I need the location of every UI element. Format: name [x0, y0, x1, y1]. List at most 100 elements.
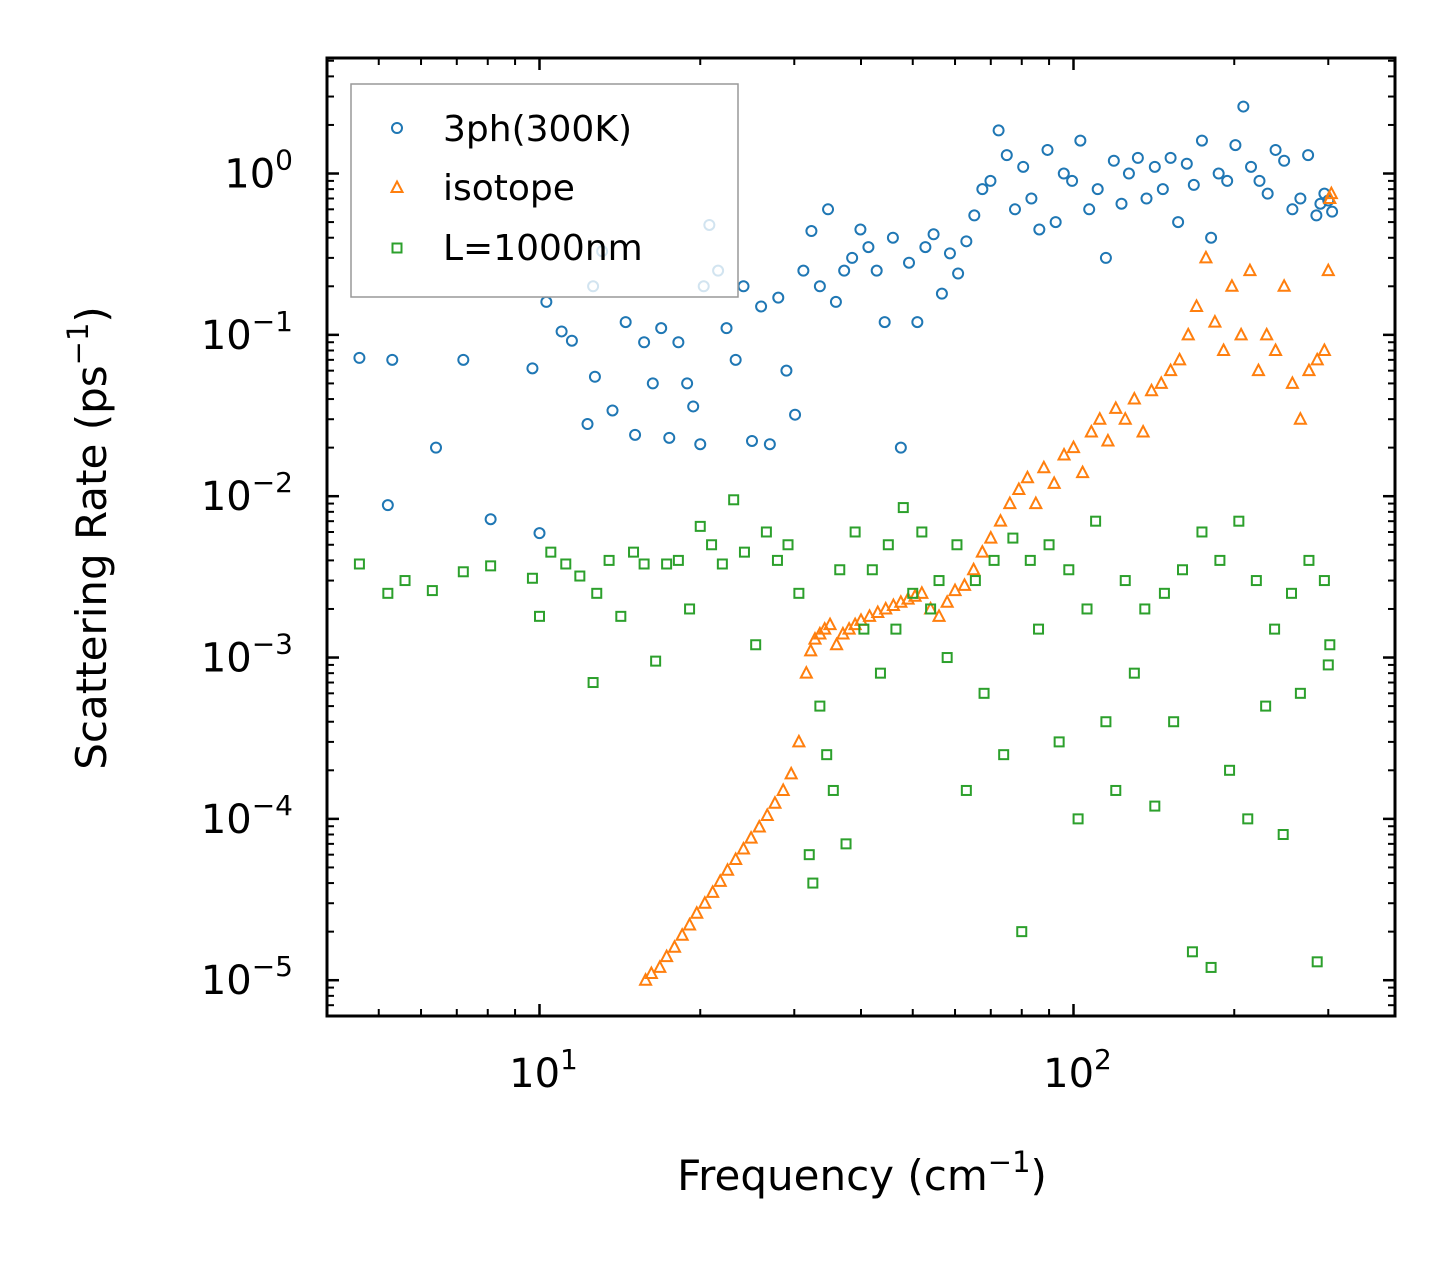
legend: 3ph(300K) isotope L=1000nm	[350, 83, 739, 298]
data-point	[1164, 151, 1177, 164]
data-point	[689, 905, 704, 919]
data-point	[1195, 134, 1208, 147]
data-point	[1158, 587, 1170, 599]
data-point	[1242, 813, 1254, 825]
data-point	[992, 124, 1005, 137]
data-point	[780, 364, 793, 377]
data-point	[1066, 439, 1081, 454]
data-point	[925, 603, 937, 615]
data-point	[983, 529, 998, 544]
data-point	[1115, 197, 1128, 210]
y-tick-label: 10−5	[201, 950, 293, 1004]
data-point	[1322, 659, 1334, 671]
data-point	[874, 667, 886, 679]
data-point	[540, 295, 553, 308]
data-point	[1056, 446, 1072, 461]
legend-box	[350, 83, 739, 298]
data-point	[1278, 154, 1291, 167]
data-point	[1216, 342, 1231, 356]
data-point	[760, 807, 775, 821]
series-1	[638, 185, 1339, 986]
data-point	[793, 587, 805, 599]
data-point	[976, 183, 989, 196]
data-point	[1172, 351, 1187, 366]
data-point	[1083, 203, 1096, 216]
data-point	[591, 587, 603, 599]
data-point	[1276, 278, 1292, 292]
data-point	[1122, 167, 1135, 180]
data-point	[907, 587, 919, 599]
data-point	[646, 377, 659, 390]
data-point	[1214, 554, 1226, 566]
data-point	[628, 546, 640, 558]
data-point	[1110, 784, 1122, 796]
data-point	[1149, 800, 1161, 812]
data-point	[847, 616, 863, 631]
data-point	[838, 264, 851, 277]
data-point	[998, 749, 1010, 761]
data-point	[772, 291, 785, 304]
data-point	[720, 322, 733, 335]
data-point	[1224, 278, 1240, 292]
data-point	[799, 665, 814, 679]
data-point	[1233, 326, 1249, 341]
data-point	[1242, 262, 1258, 277]
data-point	[1090, 515, 1102, 527]
data-point	[988, 554, 1000, 566]
data-point	[862, 241, 875, 254]
data-point	[993, 513, 1008, 527]
data-point	[399, 575, 411, 587]
data-point	[931, 608, 947, 622]
data-point	[713, 873, 728, 887]
data-point	[526, 572, 538, 584]
data-point	[805, 225, 818, 238]
data-point	[813, 280, 826, 293]
data-point	[426, 585, 438, 597]
data-point	[1317, 342, 1332, 356]
data-point	[638, 336, 651, 349]
data-point	[661, 558, 673, 570]
data-point	[1198, 249, 1214, 264]
data-point	[1163, 362, 1178, 377]
data-point	[565, 334, 578, 347]
data-point	[866, 564, 878, 576]
data-point	[650, 655, 662, 667]
data-point	[684, 603, 696, 615]
data-point	[750, 639, 762, 651]
data-point	[1286, 203, 1299, 216]
data-point	[829, 295, 842, 308]
data-point	[587, 677, 599, 689]
data-point	[1084, 423, 1099, 438]
data-point	[1181, 326, 1196, 341]
data-point	[894, 441, 907, 454]
data-point	[978, 687, 990, 699]
data-point	[933, 575, 945, 587]
data-point	[1049, 216, 1062, 229]
data-point	[803, 849, 815, 861]
data-point	[771, 554, 783, 566]
data-point	[738, 546, 750, 558]
data-point	[1293, 411, 1308, 425]
data-point	[655, 322, 668, 335]
data-point	[1075, 464, 1090, 479]
legend-entry-3ph: 3ph(300K)	[391, 109, 632, 150]
data-point	[834, 564, 846, 576]
legend-marker-square	[391, 242, 403, 254]
data-point	[1321, 262, 1336, 277]
data-point	[1324, 639, 1336, 651]
data-point	[1269, 143, 1282, 156]
data-point	[807, 877, 819, 889]
data-point	[960, 784, 972, 796]
data-point	[1269, 623, 1281, 635]
data-point	[533, 610, 545, 622]
data-point	[1148, 160, 1161, 173]
data-point	[1233, 515, 1245, 527]
data-point	[1259, 326, 1274, 341]
data-point	[1072, 813, 1084, 825]
data-point	[1053, 736, 1065, 748]
data-point	[846, 251, 859, 264]
data-point	[960, 235, 973, 248]
data-point	[1020, 469, 1035, 484]
data-point	[728, 851, 743, 865]
data-point	[827, 784, 839, 796]
